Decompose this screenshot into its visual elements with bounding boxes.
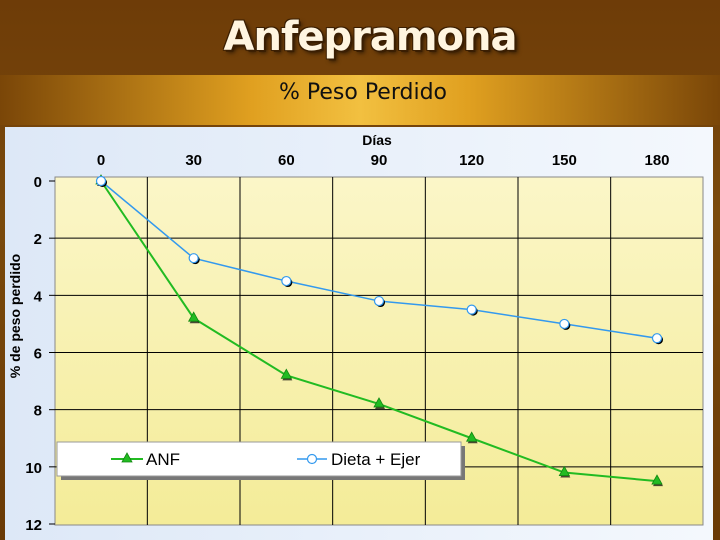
legend-label-dieta: Dieta + Ejer	[331, 450, 421, 469]
x-tick-label: 120	[459, 152, 484, 169]
data-point-anf	[558, 465, 571, 476]
y-tick-label: 12	[25, 517, 42, 534]
data-point-anf	[465, 431, 478, 442]
data-point-dieta	[281, 275, 292, 287]
data-point-anf	[187, 311, 200, 322]
data-point-dieta	[95, 175, 107, 187]
x-tick-label: 90	[371, 152, 388, 169]
x-tick-label: 30	[185, 152, 202, 169]
legend-marker-dieta	[306, 453, 318, 465]
y-tick-label: 6	[34, 346, 42, 363]
legend-label-anf: ANF	[146, 450, 180, 469]
y-tick-label: 2	[34, 231, 42, 248]
y-tick-label: 10	[25, 460, 42, 477]
slide-subtitle: % Peso Perdido	[278, 80, 447, 105]
y-tick-label: 0	[34, 174, 42, 191]
data-point-anf	[373, 397, 385, 408]
data-point-dieta	[559, 318, 570, 330]
slide-title: Anfepramona	[223, 14, 518, 60]
y-axis-title: % de peso perdido	[7, 254, 23, 378]
x-tick-label: 150	[552, 152, 577, 169]
subtitle-band	[0, 75, 720, 125]
x-tick-label: 180	[644, 152, 669, 169]
chart-frame: ANF Dieta + Ejer 0 30 60 90 120 150 180 Días 0 2 4 6…	[5, 127, 713, 540]
data-point-anf	[280, 368, 293, 379]
data-point-dieta	[188, 253, 199, 264]
x-tick-label: 60	[278, 152, 295, 169]
legend-marker-anf	[121, 452, 133, 463]
line-chart: ANF Dieta + Ejer 0 30 60 90 120 150 180 Días 0 2 4 6…	[5, 127, 713, 540]
x-axis-title: Días	[362, 132, 392, 148]
y-tick-label: 8	[34, 403, 42, 420]
data-point-dieta	[466, 304, 477, 315]
data-point-dieta	[651, 333, 663, 344]
data-point-dieta	[373, 295, 385, 307]
y-tick-label: 4	[34, 288, 43, 305]
data-point-anf	[651, 474, 663, 485]
x-tick-label: 0	[97, 152, 105, 169]
